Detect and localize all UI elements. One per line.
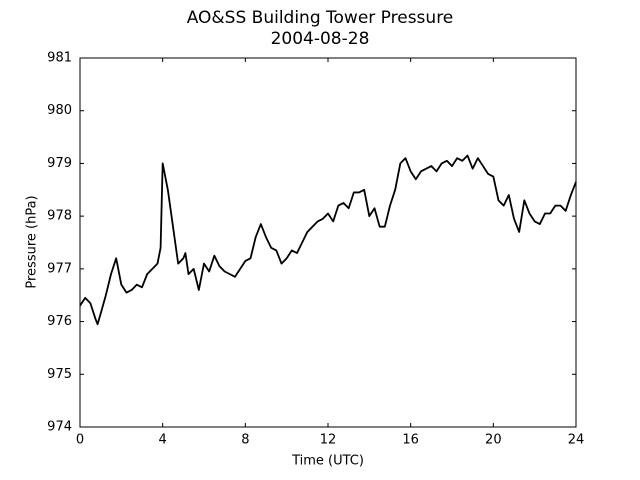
y-tick-label: 977	[47, 261, 72, 276]
chart-subtitle: 2004-08-28	[271, 29, 370, 49]
y-tick-label: 980	[47, 103, 72, 118]
y-tick-label: 979	[47, 156, 72, 171]
x-tick-label: 20	[485, 433, 502, 448]
y-tick-label: 981	[47, 51, 72, 66]
y-tick-label: 976	[47, 314, 72, 329]
x-tick-label: 4	[159, 433, 167, 448]
x-tick-label: 24	[568, 433, 585, 448]
x-tick-label: 12	[320, 433, 337, 448]
x-axis-label: Time (UTC)	[291, 454, 364, 469]
x-tick-label: 8	[241, 433, 249, 448]
y-tick-label: 975	[47, 367, 72, 382]
y-axis-label: Pressure (hPa)	[25, 195, 40, 288]
y-tick-label: 974	[47, 420, 72, 435]
plot-frame	[79, 57, 577, 428]
y-tick-label: 978	[47, 209, 72, 224]
x-tick-label: 0	[76, 433, 84, 448]
chart-title: AO&SS Building Tower Pressure	[187, 8, 454, 28]
data-line	[79, 154, 577, 326]
x-tick-label: 16	[402, 433, 419, 448]
